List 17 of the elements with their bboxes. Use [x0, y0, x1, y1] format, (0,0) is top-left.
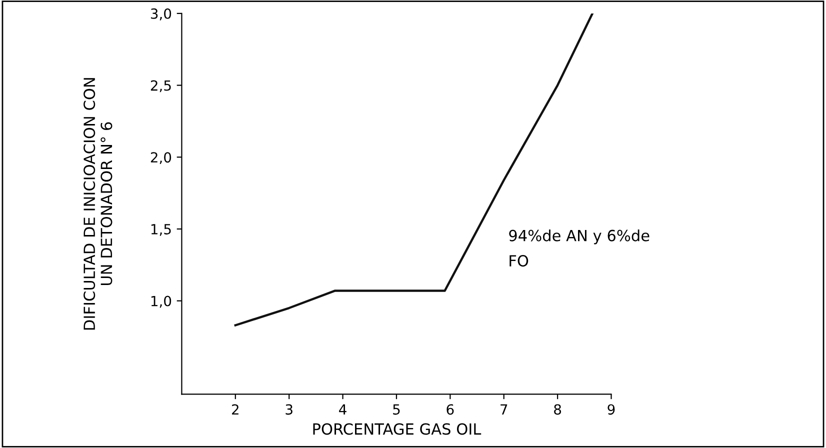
y-axis-title: DIFICULTAD DE INICIOACION CON UN DETONADOR N° 6	[84, 78, 112, 330]
x-tick-label: 4	[339, 404, 346, 415]
x-tick-label: 3	[286, 404, 292, 415]
y-tick-label: 1,0	[151, 296, 172, 308]
x-tick-label: 2	[232, 404, 238, 415]
annotation: 94%de AN y 6%de FO	[509, 230, 650, 267]
x-tick-label: 9	[608, 404, 615, 415]
line-series	[234, 13, 594, 326]
x-tick-label: 5	[393, 404, 400, 415]
y-tick-label: 2,5	[150, 80, 171, 92]
y-tick-label: 1,5	[151, 224, 171, 236]
y-tick-label: 3,0	[150, 8, 172, 20]
x-axis-title: PORCENTAGE GAS OIL	[313, 423, 482, 435]
x-tick-label: 8	[554, 404, 562, 415]
x-tick-label: 6	[446, 404, 454, 415]
x-tick-label: 7	[500, 404, 508, 415]
y-tick-label: 2,0	[150, 152, 172, 164]
